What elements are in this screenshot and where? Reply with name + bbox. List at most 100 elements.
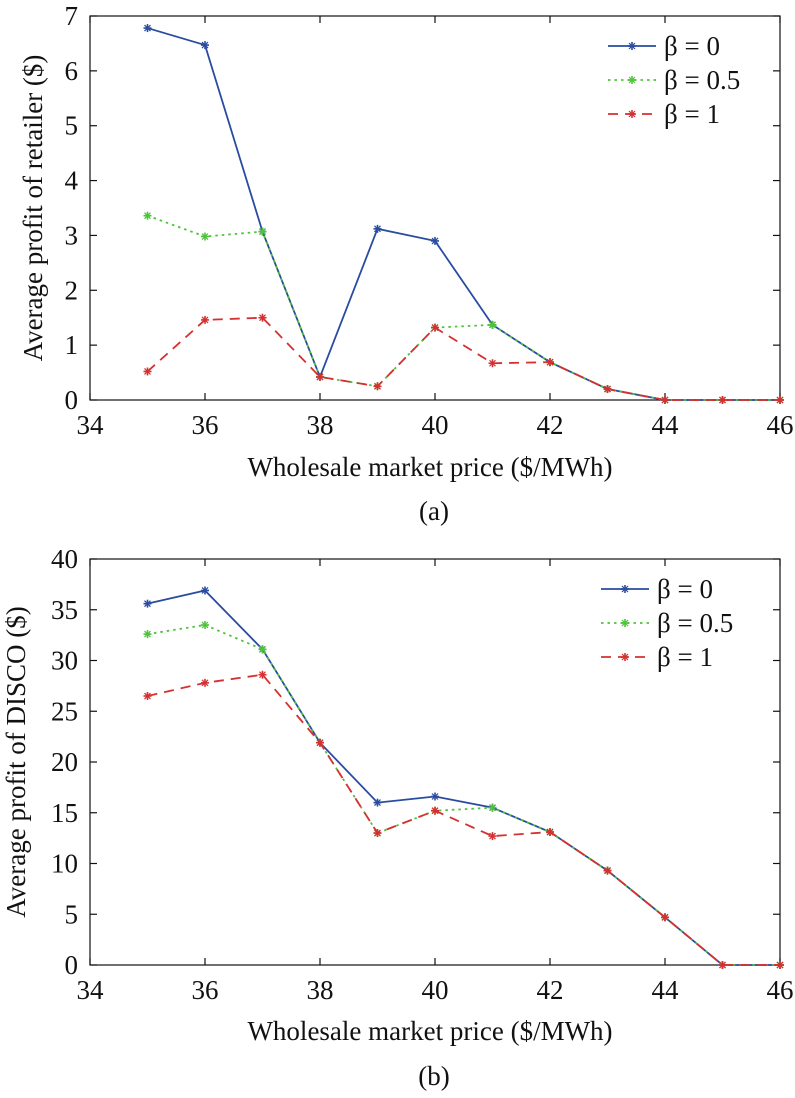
data-point — [431, 323, 439, 332]
data-point — [143, 24, 152, 33]
y-axis-label: Average profit of retailer ($) — [18, 55, 48, 362]
legend-item: β = 0.5 — [601, 608, 733, 638]
legend-label: β = 1 — [664, 99, 720, 129]
y-tick-label: 5 — [65, 899, 79, 929]
data-point — [488, 359, 497, 368]
data-point — [201, 315, 209, 324]
x-tick-label: 40 — [422, 410, 449, 440]
legend-item: β = 0 — [608, 31, 720, 61]
x-tick-label: 42 — [537, 410, 564, 440]
legend-marker — [621, 619, 629, 627]
legend-label: β = 0 — [664, 31, 720, 61]
data-point — [201, 586, 209, 595]
x-tick-label: 38 — [307, 410, 334, 440]
data-point — [488, 320, 497, 329]
y-tick-label: 20 — [51, 747, 78, 777]
series-beta1 — [143, 670, 784, 969]
series-line — [147, 624, 780, 966]
legend-label: β = 0 — [657, 574, 713, 604]
data-point — [258, 645, 267, 654]
series-beta05 — [143, 620, 784, 969]
chart-b: 34 36 38 40 42 44 46 0 5 10 15 20 25 30 35 40 Wholesale … — [1, 544, 794, 1091]
series-beta1 — [143, 313, 784, 404]
y-tick-label: 15 — [51, 798, 78, 828]
legend-marker — [621, 585, 629, 593]
data-point — [373, 829, 382, 838]
data-point — [661, 913, 669, 922]
legend-label: β = 0.5 — [657, 608, 733, 638]
legend-marker — [621, 653, 629, 661]
y-tick-label: 10 — [51, 849, 78, 879]
data-point — [143, 211, 152, 220]
legend-marker — [628, 76, 636, 84]
data-point — [431, 236, 439, 245]
legend-label: β = 1 — [657, 642, 713, 672]
data-point — [603, 866, 612, 875]
y-tick-label: 0 — [65, 950, 79, 980]
series-beta05 — [143, 211, 784, 404]
legend-item: β = 1 — [608, 99, 720, 129]
data-point — [316, 738, 324, 747]
data-point — [776, 396, 784, 404]
data-point — [316, 372, 324, 381]
x-axis-label: Wholesale market price ($/MWh) — [247, 1016, 612, 1046]
data-point — [718, 396, 727, 404]
legend-item: β = 1 — [601, 642, 713, 672]
data-point — [488, 803, 497, 812]
data-point — [718, 961, 727, 969]
data-point — [201, 41, 209, 50]
legend-marker — [628, 110, 636, 118]
chart-caption: (b) — [418, 1061, 449, 1091]
x-tick-label: 44 — [652, 410, 680, 440]
x-axis-label: Wholesale market price ($/MWh) — [247, 452, 612, 482]
y-tick-label: 40 — [51, 544, 78, 574]
legend: β = 0 β = 0.5 β = 1 — [601, 574, 733, 672]
x-tick-label: 42 — [537, 975, 564, 1005]
x-tick-label: 34 — [77, 975, 105, 1005]
chart-caption: (a) — [419, 496, 449, 526]
y-tick-label: 25 — [51, 696, 78, 726]
data-point — [143, 599, 152, 608]
series-line — [146, 316, 780, 401]
data-point — [546, 358, 554, 367]
data-point — [488, 832, 497, 841]
data-point — [258, 227, 267, 236]
legend: β = 0 β = 0.5 β = 1 — [608, 31, 740, 129]
y-tick-label: 30 — [51, 646, 78, 676]
x-tick-label: 36 — [192, 975, 219, 1005]
legend-item: β = 0 — [601, 574, 713, 604]
data-point — [201, 620, 209, 629]
y-tick-label: 1 — [65, 330, 79, 360]
y-tick-label: 3 — [65, 220, 79, 250]
data-point — [143, 367, 152, 376]
x-tick-label: 38 — [307, 975, 334, 1005]
data-point — [373, 382, 382, 391]
x-tick-label: 36 — [192, 410, 219, 440]
x-tick-label: 34 — [77, 410, 105, 440]
y-tick-label: 0 — [65, 385, 79, 415]
x-tick-label: 40 — [422, 975, 449, 1005]
data-point — [373, 224, 382, 233]
data-point — [661, 396, 669, 404]
x-tick-label: 44 — [652, 975, 680, 1005]
y-tick-label: 35 — [51, 595, 78, 625]
y-tick-label: 6 — [65, 56, 79, 86]
data-point — [373, 798, 382, 807]
data-point — [431, 792, 439, 801]
series-line — [147, 214, 780, 401]
data-point — [143, 630, 152, 639]
y-tick-label: 5 — [65, 111, 79, 141]
data-point — [143, 692, 152, 701]
x-tick-label: 46 — [767, 410, 794, 440]
data-point — [201, 232, 209, 241]
data-point — [201, 678, 209, 687]
y-axis-label: Average profit of DISCO ($) — [1, 606, 31, 917]
y-tick-label: 2 — [65, 275, 79, 305]
data-point — [776, 961, 784, 969]
data-point — [431, 806, 439, 815]
series-line — [147, 673, 780, 966]
x-tick-label: 46 — [767, 975, 794, 1005]
data-point — [603, 385, 612, 394]
